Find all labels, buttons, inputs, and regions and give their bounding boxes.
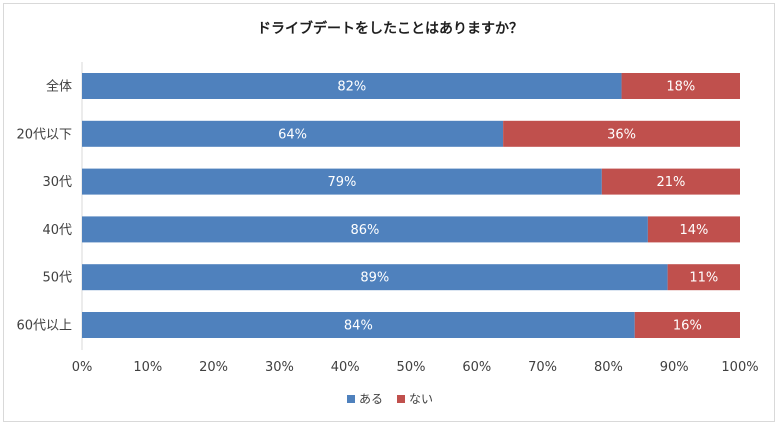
category-label: 全体 [46,79,72,95]
x-tick-label: 20% [199,360,228,375]
x-tick-label: 0% [72,360,93,375]
legend-item-aru: ある [346,390,383,407]
x-tick-label: 50% [397,360,426,375]
legend: ある ない [0,390,780,407]
data-label: 18% [666,80,695,95]
chart-title: ドライブデートをしたことはありますか？ [257,21,523,37]
bar-segment-nai [647,216,740,243]
bar-segment-aru [82,264,668,291]
bar-segment-nai [621,73,740,99]
data-label: 21% [656,175,685,190]
data-label: 11% [689,271,718,286]
x-tick-label: 40% [331,360,360,375]
category-label: 40代 [42,223,72,238]
data-label: 86% [350,223,379,238]
data-label: 82% [337,80,366,95]
legend-swatch-nai [397,394,405,403]
category-label: 50代 [42,271,72,286]
bar-segment-aru [82,168,602,195]
bar-segment-nai [503,120,740,147]
x-tick-label: 80% [594,360,623,375]
bar-segment-nai [667,264,740,291]
category-label: 30代 [42,175,72,190]
legend-item-nai: ない [397,390,433,407]
category-label: 20代以下 [16,127,72,142]
chart-frame [3,3,775,422]
bar-segment-nai [601,168,740,195]
data-label: 16% [673,319,702,334]
x-tick-label: 10% [133,360,162,375]
legend-label-aru: ある [358,392,383,406]
data-label: 36% [607,127,636,142]
bar-segment-aru [82,120,504,147]
bar-segment-nai [634,312,740,338]
category-label: 60代以上 [16,319,72,334]
data-label: 79% [327,175,356,190]
bar-segment-aru [82,312,635,338]
legend-swatch-aru [346,394,355,403]
bar-segment-aru [82,73,622,99]
x-tick-label: 60% [462,360,491,375]
data-label: 89% [360,271,389,286]
data-label: 64% [278,127,307,142]
data-label: 14% [679,223,708,238]
bar-segment-aru [82,216,648,243]
legend-label-nai: ない [409,392,434,406]
x-tick-label: 70% [528,360,557,375]
x-tick-label: 100% [721,360,758,375]
data-label: 84% [344,319,373,334]
x-tick-label: 30% [265,360,294,375]
x-tick-label: 90% [660,360,689,375]
